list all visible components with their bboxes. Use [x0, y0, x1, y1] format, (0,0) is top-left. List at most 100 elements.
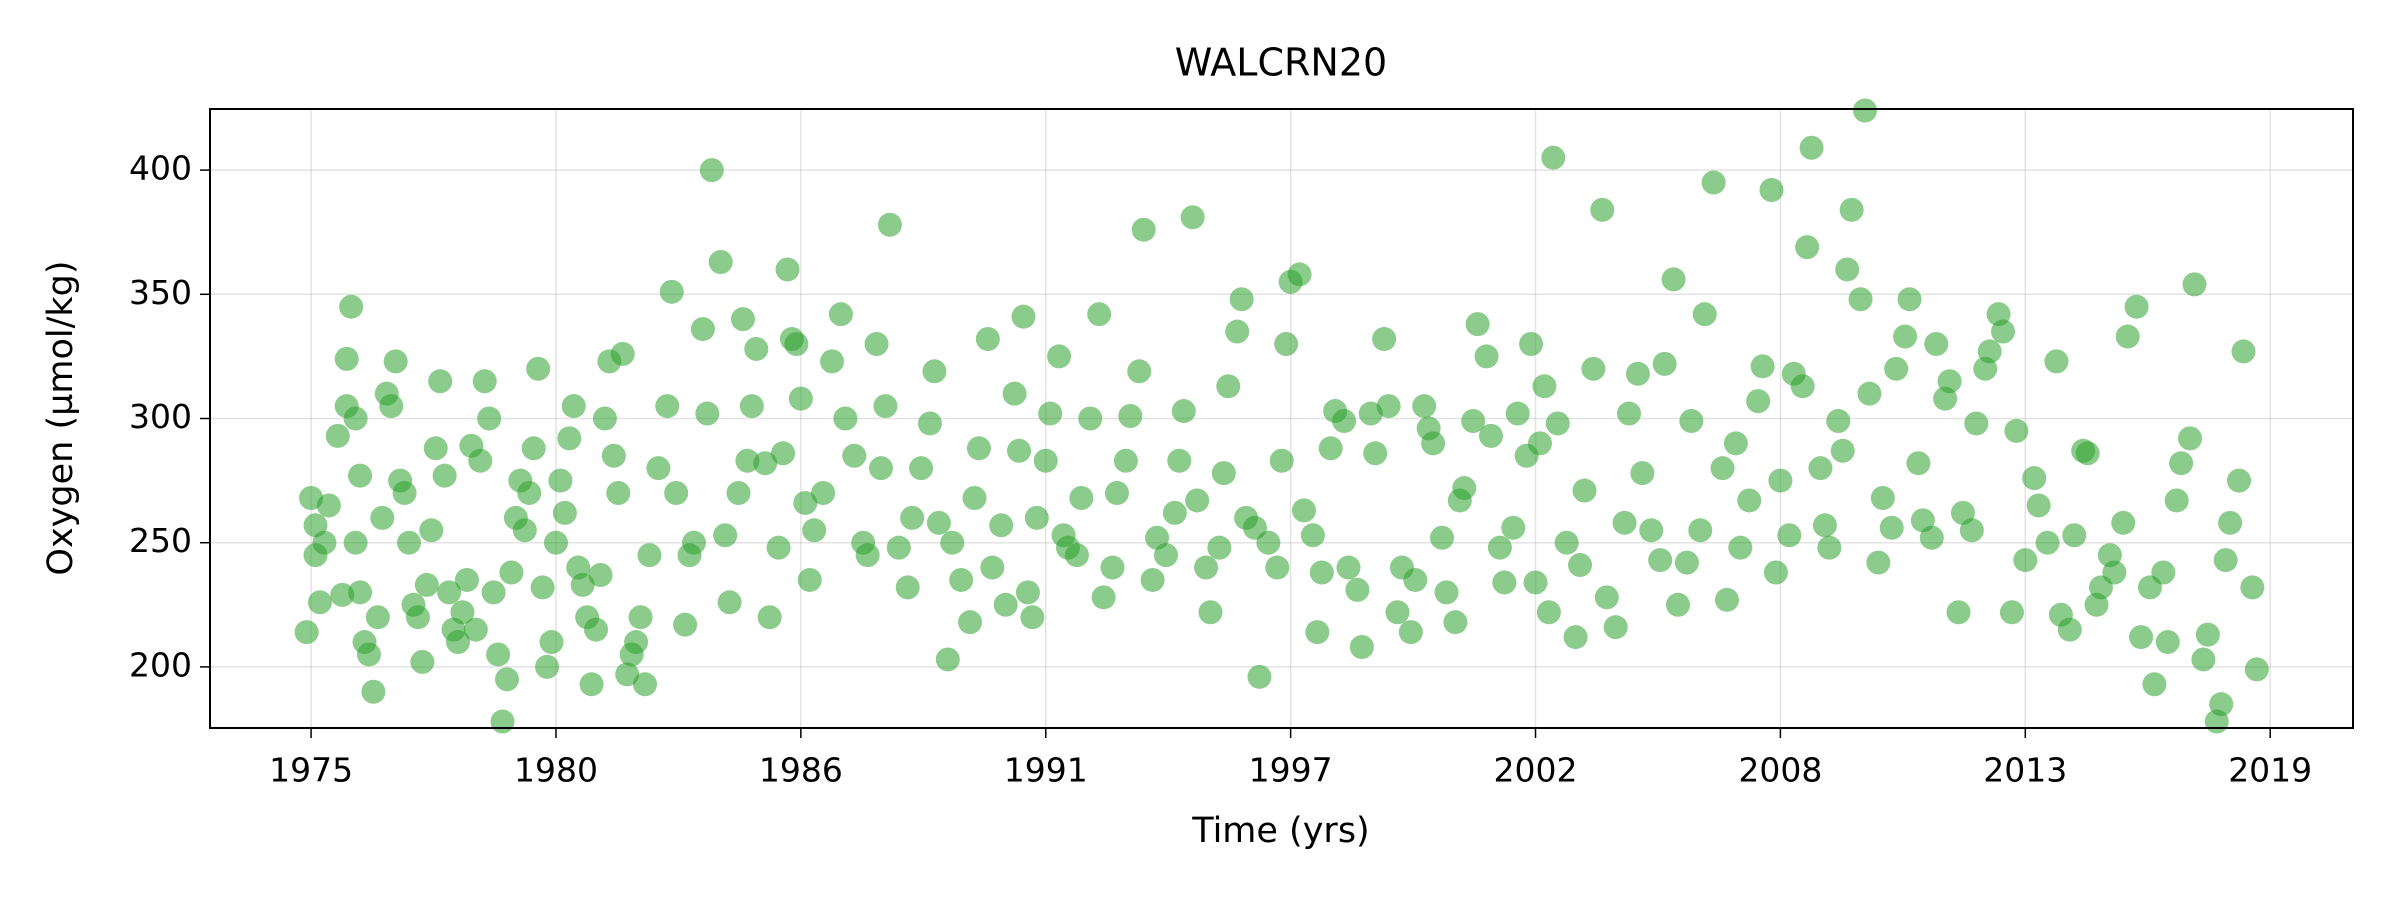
- point: [730, 307, 755, 332]
- point: [833, 406, 858, 431]
- point: [348, 580, 373, 605]
- point: [2218, 510, 2243, 535]
- point: [1737, 488, 1762, 513]
- point: [655, 394, 680, 419]
- point: [1937, 369, 1962, 394]
- point: [708, 250, 733, 275]
- point: [1790, 374, 1815, 399]
- point: [468, 448, 493, 473]
- point: [606, 481, 631, 506]
- point: [922, 359, 947, 384]
- point: [775, 257, 800, 282]
- point: [1652, 351, 1677, 376]
- point: [1839, 197, 1864, 222]
- point: [1247, 664, 1272, 689]
- point: [1131, 217, 1156, 242]
- point: [1999, 600, 2024, 625]
- point: [1541, 145, 1566, 170]
- point: [2178, 426, 2203, 451]
- point: [1505, 401, 1530, 426]
- point: [1269, 448, 1294, 473]
- point: [2209, 692, 2234, 717]
- point: [356, 642, 381, 667]
- point: [548, 468, 573, 493]
- x-tick-label: 1986: [759, 751, 843, 790]
- point: [499, 560, 524, 585]
- point: [917, 411, 942, 436]
- point: [526, 356, 551, 381]
- point: [1256, 530, 1281, 555]
- point: [1113, 448, 1138, 473]
- point: [2244, 657, 2269, 682]
- point: [2075, 441, 2100, 466]
- point: [633, 672, 658, 697]
- point: [940, 530, 965, 555]
- point: [1274, 331, 1299, 356]
- point: [788, 386, 813, 411]
- point: [2182, 272, 2207, 297]
- point: [1532, 374, 1557, 399]
- point: [935, 647, 960, 672]
- point: [584, 617, 609, 642]
- point: [2231, 339, 2256, 364]
- point: [2164, 488, 2189, 513]
- point: [1430, 525, 1455, 550]
- point: [1879, 515, 1904, 540]
- point: [993, 592, 1018, 617]
- point: [771, 441, 796, 466]
- point: [365, 605, 390, 630]
- point: [1291, 498, 1316, 523]
- point: [1692, 302, 1717, 327]
- point: [1309, 560, 1334, 585]
- point: [1959, 518, 1984, 543]
- point: [980, 555, 1005, 580]
- point: [1265, 555, 1290, 580]
- point: [1648, 548, 1673, 573]
- point: [1478, 423, 1503, 448]
- point: [2044, 349, 2069, 374]
- point: [1603, 615, 1628, 640]
- point: [1069, 485, 1094, 510]
- point: [1799, 135, 1824, 160]
- point: [909, 456, 934, 481]
- point: [2004, 418, 2029, 443]
- point: [1211, 461, 1236, 486]
- point: [570, 572, 595, 597]
- point: [1376, 394, 1401, 419]
- point: [561, 394, 586, 419]
- point: [1024, 505, 1049, 530]
- point: [1853, 98, 1878, 123]
- point: [739, 394, 764, 419]
- point: [1857, 381, 1882, 406]
- point: [1545, 411, 1570, 436]
- point: [855, 543, 880, 568]
- point: [1563, 625, 1588, 650]
- point: [2227, 468, 2252, 493]
- point: [2240, 575, 2265, 600]
- point: [294, 620, 319, 645]
- point: [744, 336, 769, 361]
- point: [370, 505, 395, 530]
- point: [1835, 257, 1860, 282]
- point: [1434, 580, 1459, 605]
- point: [339, 294, 364, 319]
- point: [1372, 327, 1397, 352]
- point: [343, 406, 368, 431]
- point: [1492, 570, 1517, 595]
- point: [1701, 170, 1726, 195]
- point: [1679, 408, 1704, 433]
- point: [1363, 441, 1388, 466]
- point: [811, 481, 836, 506]
- point: [552, 500, 577, 525]
- point: [1688, 518, 1713, 543]
- point: [1216, 374, 1241, 399]
- point: [1167, 448, 1192, 473]
- x-tick-label: 2008: [1738, 751, 1822, 790]
- point: [1104, 481, 1129, 506]
- point: [1225, 319, 1250, 344]
- point: [2111, 510, 2136, 535]
- point: [423, 436, 448, 461]
- point: [877, 212, 902, 237]
